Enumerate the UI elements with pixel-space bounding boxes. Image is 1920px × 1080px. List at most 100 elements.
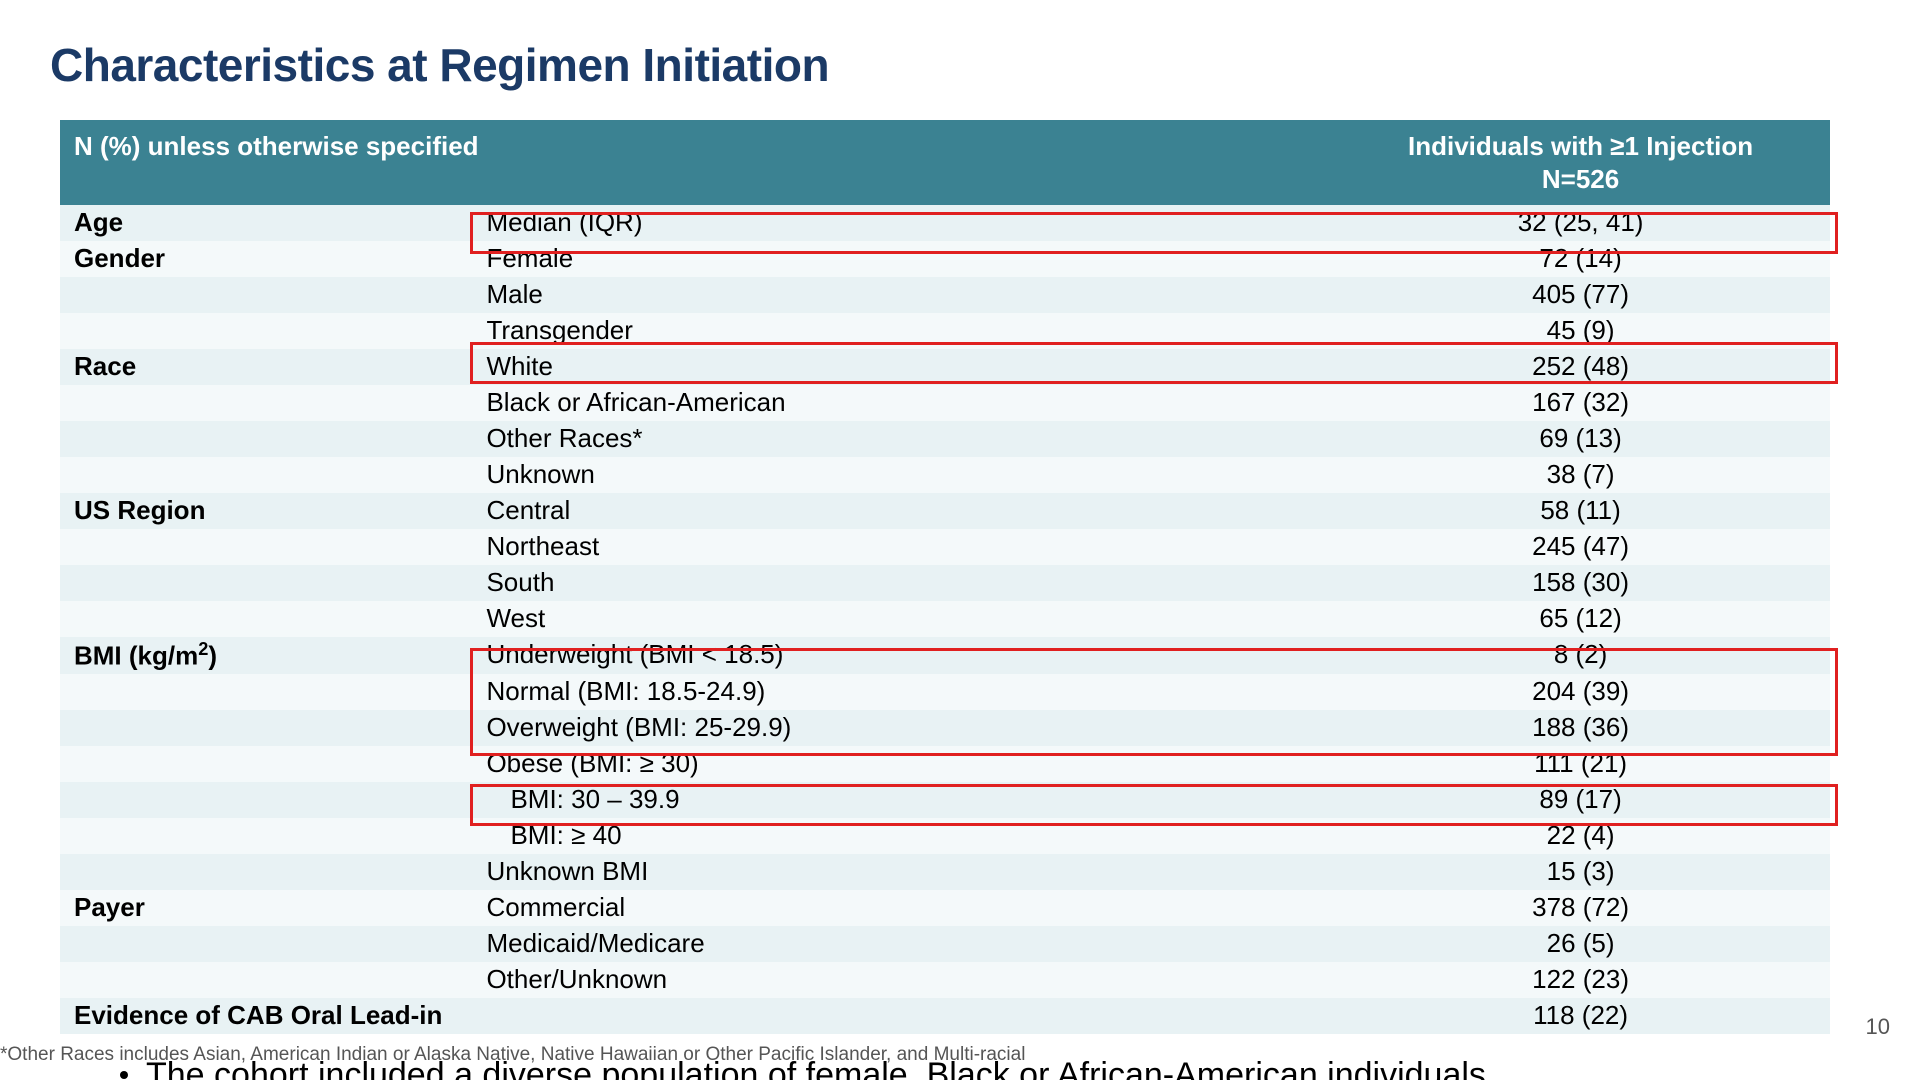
row-category: [60, 710, 472, 746]
table-row: Male405 (77): [60, 277, 1830, 313]
row-value: 158 (30): [1331, 565, 1830, 601]
row-label: Other Races*: [472, 421, 1331, 457]
table-row: BMI: ≥ 4022 (4): [60, 818, 1830, 854]
row-category: [60, 601, 472, 637]
slide: Characteristics at Regimen Initiation N …: [0, 0, 1920, 1080]
row-category: [60, 854, 472, 890]
row-category: [60, 674, 472, 710]
table-row: RaceWhite252 (48): [60, 349, 1830, 385]
table-row: PayerCommercial378 (72): [60, 890, 1830, 926]
row-value: 89 (17): [1331, 782, 1830, 818]
row-label: Overweight (BMI: 25-29.9): [472, 710, 1331, 746]
row-label: Underweight (BMI < 18.5): [472, 637, 1331, 674]
table-row: Unknown38 (7): [60, 457, 1830, 493]
table-row: Other/Unknown122 (23): [60, 962, 1830, 998]
row-value: 378 (72): [1331, 890, 1830, 926]
row-value: 22 (4): [1331, 818, 1830, 854]
row-category: [60, 818, 472, 854]
table-row: Evidence of CAB Oral Lead-in118 (22): [60, 998, 1830, 1034]
header-right-line2: N=526: [1542, 164, 1619, 194]
row-category: BMI (kg/m2): [60, 637, 472, 674]
row-value: 26 (5): [1331, 926, 1830, 962]
row-label: Black or African-American: [472, 385, 1331, 421]
table-row: GenderFemale72 (14): [60, 241, 1830, 277]
table-row: Black or African-American167 (32): [60, 385, 1830, 421]
row-category: [60, 313, 472, 349]
row-category: [60, 782, 472, 818]
row-value: 122 (23): [1331, 962, 1830, 998]
row-category: [60, 457, 472, 493]
row-label: BMI: 30 – 39.9: [472, 782, 1331, 818]
row-label: West: [472, 601, 1331, 637]
row-value: 118 (22): [1331, 998, 1830, 1034]
table-row: BMI: 30 – 39.989 (17): [60, 782, 1830, 818]
row-category: [60, 421, 472, 457]
table-row: Transgender45 (9): [60, 313, 1830, 349]
header-left: N (%) unless otherwise specified: [60, 120, 1331, 205]
row-label: White: [472, 349, 1331, 385]
row-label: Northeast: [472, 529, 1331, 565]
table-body: AgeMedian (IQR)32 (25, 41)GenderFemale72…: [60, 205, 1830, 1034]
row-category: [60, 385, 472, 421]
row-category: [60, 277, 472, 313]
header-right-line1: Individuals with ≥1 Injection: [1408, 131, 1753, 161]
row-label: Female: [472, 241, 1331, 277]
row-category: Race: [60, 349, 472, 385]
row-value: 32 (25, 41): [1331, 205, 1830, 241]
row-value: 69 (13): [1331, 421, 1830, 457]
row-value: 72 (14): [1331, 241, 1830, 277]
row-label: BMI: ≥ 40: [472, 818, 1331, 854]
table-row: South158 (30): [60, 565, 1830, 601]
row-category: Gender: [60, 241, 472, 277]
row-value: 15 (3): [1331, 854, 1830, 890]
row-label: Male: [472, 277, 1331, 313]
table-row: Medicaid/Medicare26 (5): [60, 926, 1830, 962]
row-value: 204 (39): [1331, 674, 1830, 710]
row-category: [60, 962, 472, 998]
row-label: Commercial: [472, 890, 1331, 926]
row-value: 252 (48): [1331, 349, 1830, 385]
row-value: 245 (47): [1331, 529, 1830, 565]
row-value: 8 (2): [1331, 637, 1830, 674]
row-value: 111 (21): [1331, 746, 1830, 782]
table-row: Normal (BMI: 18.5-24.9)204 (39): [60, 674, 1830, 710]
row-value: 188 (36): [1331, 710, 1830, 746]
row-category: [60, 926, 472, 962]
row-category: [60, 746, 472, 782]
table-header-row: N (%) unless otherwise specified Individ…: [60, 120, 1830, 205]
table-row: Unknown BMI15 (3): [60, 854, 1830, 890]
row-label: South: [472, 565, 1331, 601]
row-label: Normal (BMI: 18.5-24.9): [472, 674, 1331, 710]
row-label: Central: [472, 493, 1331, 529]
characteristics-table: N (%) unless otherwise specified Individ…: [60, 120, 1830, 1034]
row-value: 58 (11): [1331, 493, 1830, 529]
header-right: Individuals with ≥1 Injection N=526: [1331, 120, 1830, 205]
footnote: *Other Races includes Asian, American In…: [0, 1044, 1025, 1066]
page-number: 10: [1866, 1014, 1890, 1040]
row-label: Obese (BMI: ≥ 30): [472, 746, 1331, 782]
row-value: 167 (32): [1331, 385, 1830, 421]
table-row: Obese (BMI: ≥ 30)111 (21): [60, 746, 1830, 782]
bullet-dot-icon: [120, 1071, 128, 1079]
table-row: Northeast245 (47): [60, 529, 1830, 565]
table-row: AgeMedian (IQR)32 (25, 41): [60, 205, 1830, 241]
row-category: Evidence of CAB Oral Lead-in: [60, 998, 1331, 1034]
table-row: US RegionCentral58 (11): [60, 493, 1830, 529]
row-category: [60, 565, 472, 601]
row-label: Median (IQR): [472, 205, 1331, 241]
page-title: Characteristics at Regimen Initiation: [50, 38, 1870, 92]
row-category: Age: [60, 205, 472, 241]
row-category: US Region: [60, 493, 472, 529]
table-row: Overweight (BMI: 25-29.9)188 (36): [60, 710, 1830, 746]
row-value: 65 (12): [1331, 601, 1830, 637]
row-category: [60, 529, 472, 565]
row-value: 405 (77): [1331, 277, 1830, 313]
table-row: Other Races*69 (13): [60, 421, 1830, 457]
row-label: Unknown BMI: [472, 854, 1331, 890]
row-label: Unknown: [472, 457, 1331, 493]
row-value: 45 (9): [1331, 313, 1830, 349]
table-row: BMI (kg/m2)Underweight (BMI < 18.5)8 (2): [60, 637, 1830, 674]
row-value: 38 (7): [1331, 457, 1830, 493]
row-label: Other/Unknown: [472, 962, 1331, 998]
row-label: Transgender: [472, 313, 1331, 349]
